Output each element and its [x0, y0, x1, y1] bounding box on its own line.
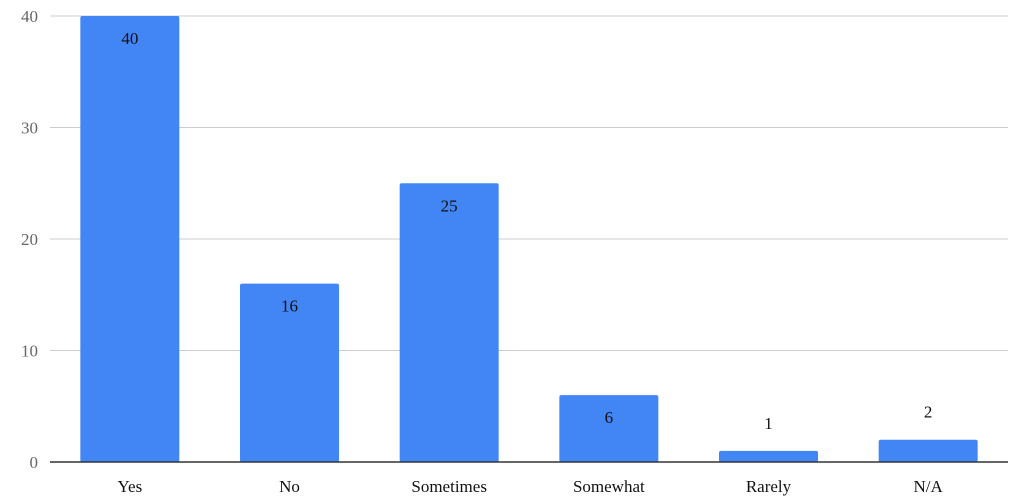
x-category-label: No [279, 477, 300, 496]
x-category-label: Sometimes [411, 477, 487, 496]
data-label: 6 [605, 408, 614, 427]
y-tick-label: 20 [21, 230, 38, 249]
x-category-label: N/A [914, 477, 944, 496]
bar-n-a [878, 439, 978, 462]
data-label: 25 [441, 196, 458, 215]
bar-sometimes [399, 183, 499, 462]
x-category-label: Somewhat [573, 477, 645, 496]
bar-rarely [719, 450, 818, 462]
gridlines [50, 15, 1008, 351]
y-tick-label: 30 [21, 119, 38, 138]
y-tick-label: 0 [30, 453, 39, 472]
y-tick-label: 40 [21, 7, 38, 26]
bars [80, 16, 978, 462]
data-label: 40 [121, 29, 138, 48]
bar-no [240, 283, 339, 462]
data-label: 16 [281, 297, 298, 316]
y-tick-label: 10 [21, 342, 38, 361]
x-axis-categories: Yes No Sometimes Somewhat Rarely N/A [117, 477, 943, 496]
bar-yes [80, 16, 180, 462]
data-label: 2 [924, 403, 933, 422]
x-category-label: Yes [117, 477, 142, 496]
data-labels: 40 16 25 6 1 2 [121, 29, 932, 433]
data-label: 1 [764, 414, 773, 433]
bar-somewhat [559, 395, 659, 462]
y-axis-ticks: 0 10 20 30 40 [21, 7, 38, 472]
x-category-label: Rarely [746, 477, 792, 496]
